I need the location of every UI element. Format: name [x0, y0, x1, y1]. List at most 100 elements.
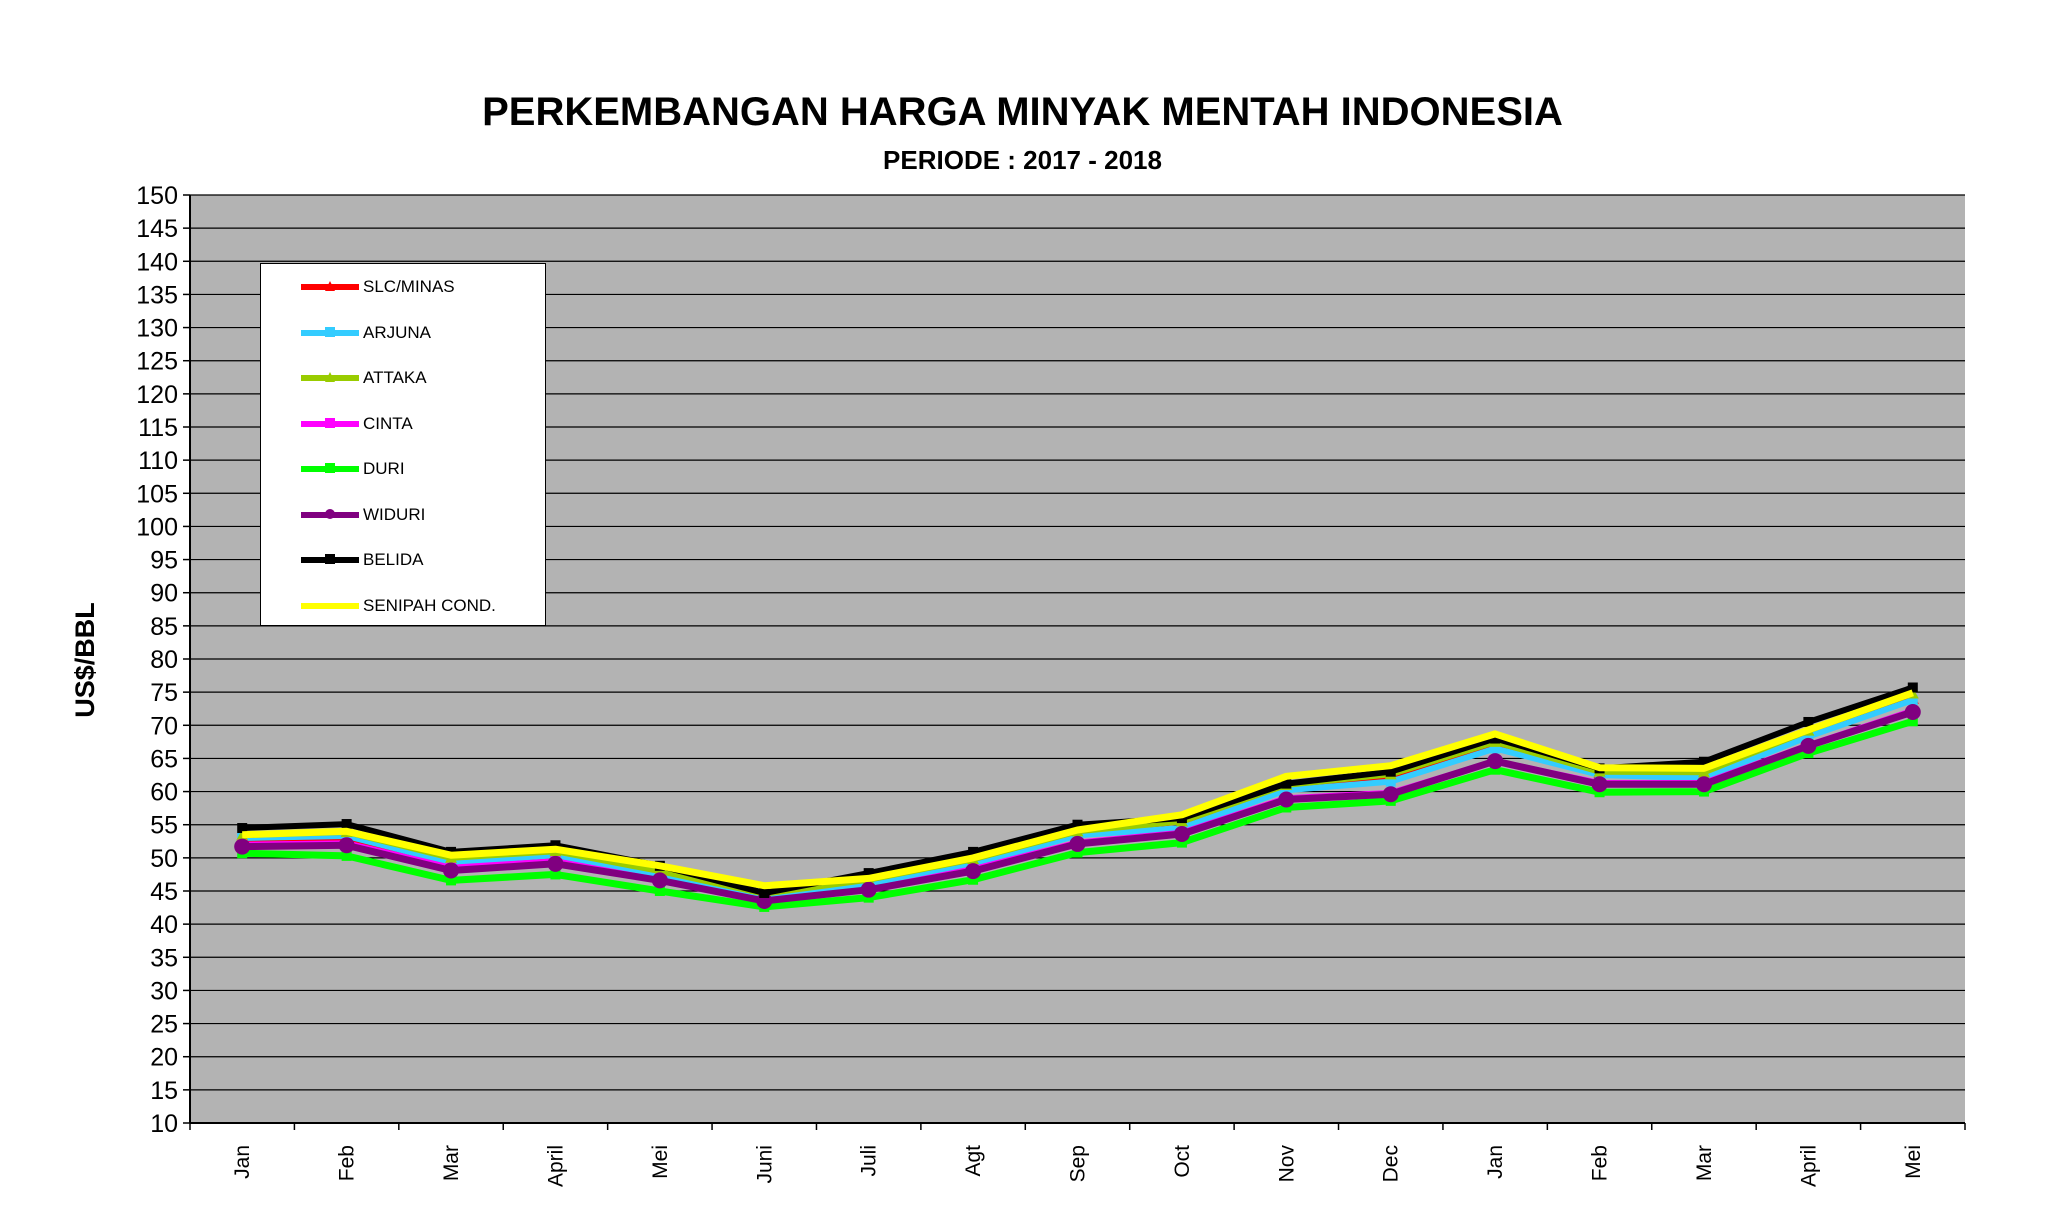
x-tick-label: Oct: [1171, 1145, 1194, 1178]
data-point: [234, 838, 251, 855]
data-point: [338, 837, 355, 854]
legend-marker: [325, 372, 335, 382]
data-point: [1803, 716, 1814, 727]
data-point: [968, 846, 979, 857]
data-point: [1385, 766, 1396, 777]
y-tick-label: 140: [136, 248, 178, 276]
data-point: [1698, 756, 1709, 767]
data-point: [1385, 776, 1396, 787]
legend-item: SENIPAH COND.: [261, 596, 545, 616]
y-tick-label: 25: [150, 1011, 178, 1039]
y-tick-label: 150: [136, 182, 178, 210]
legend-item: ARJUNA: [261, 323, 545, 343]
data-point: [341, 819, 352, 830]
data-point: [968, 874, 979, 885]
y-tick-label: 85: [150, 613, 178, 641]
data-point: [1591, 776, 1608, 793]
data-point: [547, 855, 564, 872]
y-tick-label: 110: [138, 447, 178, 475]
y-tick-label: 75: [150, 679, 178, 707]
y-tick-label: 30: [150, 977, 178, 1005]
data-point: [1695, 776, 1712, 793]
legend-label: BELIDA: [363, 550, 424, 569]
legend-item: DURI: [261, 459, 545, 479]
legend-label: SLC/MINAS: [363, 277, 455, 296]
data-point: [1487, 753, 1504, 770]
y-tick-label: 130: [136, 315, 178, 343]
legend-marker: [325, 417, 335, 428]
y-tick-label: 135: [136, 281, 178, 309]
y-tick-label: 35: [150, 944, 178, 972]
data-point: [1907, 695, 1918, 706]
legend-item: WIDURI: [261, 505, 545, 525]
x-tick-label: Mei: [649, 1145, 672, 1179]
legend-marker: [325, 326, 335, 337]
legend: SLC/MINAS ARJUNA ATTAKA CINTA DURI WIDURI BELI…: [260, 263, 546, 626]
x-tick-label: April: [544, 1145, 567, 1187]
y-tick-label: 50: [150, 845, 178, 873]
y-tick-label: 55: [150, 812, 178, 840]
data-point: [550, 869, 561, 880]
data-point: [341, 850, 352, 861]
y-tick-label: 40: [150, 911, 178, 939]
data-point: [651, 872, 668, 889]
data-point: [237, 823, 248, 834]
legend-item: CINTA: [261, 414, 545, 434]
data-point: [1176, 837, 1187, 848]
data-point: [1173, 825, 1190, 842]
y-tick-label: 65: [150, 745, 178, 773]
legend-item: BELIDA: [261, 550, 545, 570]
y-tick-label: 115: [138, 414, 178, 442]
data-point: [446, 875, 457, 886]
y-tick-label: 15: [150, 1077, 178, 1105]
x-tick-label: Nov: [1275, 1145, 1298, 1183]
y-tick-label: 95: [150, 547, 178, 575]
x-tick-label: Juni: [753, 1145, 776, 1184]
data-point: [1382, 786, 1399, 803]
x-tick-label: Feb: [1589, 1145, 1612, 1181]
data-point: [1278, 791, 1295, 808]
data-point: [1072, 819, 1083, 830]
x-tick-label: Sep: [1067, 1145, 1090, 1182]
x-tick-label: Mar: [440, 1145, 463, 1181]
y-tick-label: 145: [136, 215, 178, 243]
x-tick-label: Agt: [962, 1145, 985, 1177]
y-tick-label: 10: [150, 1110, 178, 1138]
y-tick-label: 60: [150, 779, 178, 807]
data-point: [1490, 743, 1501, 754]
data-point: [443, 862, 460, 879]
data-point: [1072, 847, 1083, 858]
y-tick-label: 45: [150, 878, 178, 906]
legend-label: CINTA: [363, 413, 413, 433]
x-tick-label: Jan: [1484, 1145, 1507, 1179]
data-point: [1490, 733, 1501, 744]
data-point: [1281, 785, 1292, 796]
y-tick-label: 90: [150, 580, 178, 608]
y-tick-label: 120: [136, 381, 178, 409]
x-tick-label: Dec: [1380, 1145, 1403, 1182]
y-tick-label: 70: [150, 712, 178, 740]
y-tick-label: 125: [136, 348, 178, 376]
data-point: [1069, 835, 1086, 852]
legend-label: ARJUNA: [363, 322, 432, 342]
x-tick-label: Feb: [336, 1145, 359, 1181]
legend-label: ATTAKA: [363, 368, 427, 387]
legend-label: SENIPAH COND.: [363, 595, 496, 615]
x-tick-label: Jan: [231, 1145, 254, 1179]
legend-marker: [325, 463, 335, 473]
data-point: [1800, 737, 1817, 754]
x-tick-label: Juli: [858, 1145, 881, 1177]
legend-marker: [325, 554, 335, 564]
data-point: [1803, 731, 1814, 742]
data-point: [860, 881, 877, 898]
data-point: [1490, 764, 1501, 775]
legend-item: ATTAKA: [261, 368, 545, 388]
data-point: [759, 887, 770, 898]
x-tick-label: Mar: [1693, 1145, 1716, 1181]
chart-subtitle: PERIODE : 2017 - 2018: [883, 145, 1162, 175]
y-tick-label: 105: [136, 480, 178, 508]
y-tick-label: 100: [136, 513, 178, 541]
data-point: [1904, 704, 1921, 721]
legend-marker: [325, 281, 335, 291]
x-tick-label: Mei: [1902, 1145, 1925, 1179]
